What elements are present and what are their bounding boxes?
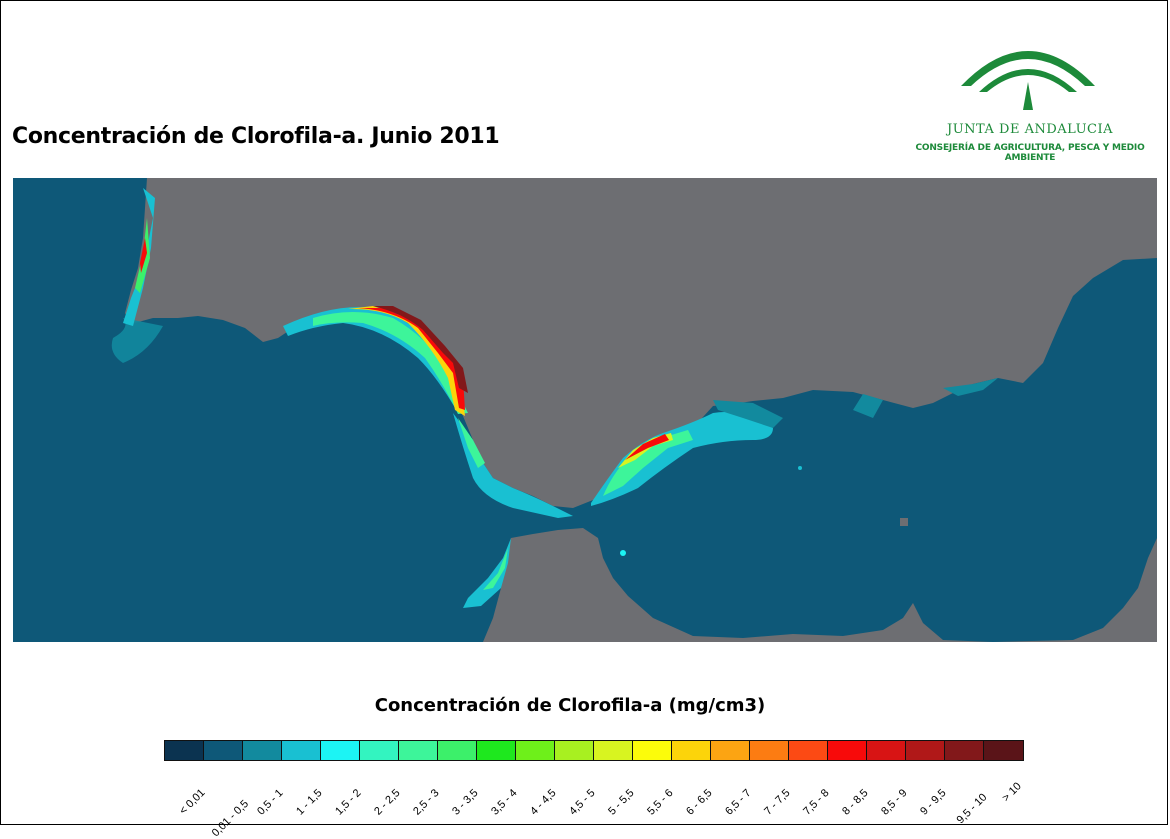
legend-tick-label: < 0,01 bbox=[176, 786, 208, 818]
legend-color-bar bbox=[164, 740, 1024, 761]
legend-swatch bbox=[945, 741, 984, 760]
legend-swatch bbox=[594, 741, 633, 760]
chlorophyll-map bbox=[13, 178, 1157, 642]
legend-swatch bbox=[360, 741, 399, 760]
chlorophyll-plumes bbox=[111, 188, 998, 608]
legend-swatch bbox=[321, 741, 360, 760]
legend-swatch bbox=[906, 741, 945, 760]
legend-tick-label: > 10 bbox=[999, 780, 1024, 805]
legend-swatch bbox=[789, 741, 828, 760]
legend-tick-label: 7,5 - 8 bbox=[800, 787, 832, 818]
legend-tick-label: 7 - 7,5 bbox=[761, 787, 793, 818]
legend-tick-label: 5 - 5,5 bbox=[605, 787, 637, 818]
legend-swatch bbox=[282, 741, 321, 760]
legend-tick-label: 1,5 - 2 bbox=[332, 787, 364, 818]
legend-tick-label: 2,5 - 3 bbox=[410, 787, 442, 818]
legend-tick-label: 3,5 - 4 bbox=[488, 787, 520, 818]
legend-tick-label: 2 - 2,5 bbox=[371, 787, 403, 818]
legend-swatch bbox=[984, 741, 1023, 760]
legend-tick-label: 4,5 - 5 bbox=[566, 787, 598, 818]
legend-swatch bbox=[204, 741, 243, 760]
legend-swatch bbox=[867, 741, 906, 760]
legend-swatch bbox=[399, 741, 438, 760]
legend-tick-label: 9 - 9,5 bbox=[917, 787, 949, 818]
legend-swatch bbox=[516, 741, 555, 760]
land-islet bbox=[900, 518, 908, 526]
junta-andalucia-logo: JUNTA DE ANDALUCIA CONSEJERÍA DE AGRICUL… bbox=[895, 30, 1165, 163]
legend-swatch bbox=[750, 741, 789, 760]
legend-swatch bbox=[672, 741, 711, 760]
legend-swatch bbox=[633, 741, 672, 760]
legend-swatch bbox=[165, 741, 204, 760]
legend-title: Concentración de Clorofila-a (mg/cm3) bbox=[374, 695, 766, 716]
legend-tick-label: 6 - 6,5 bbox=[683, 787, 715, 818]
logo-emblem-icon bbox=[961, 51, 1095, 110]
legend-tick-label: 4 - 4,5 bbox=[527, 787, 559, 818]
legend-swatch bbox=[438, 741, 477, 760]
legend-tick-label: 8 - 8,5 bbox=[839, 787, 871, 818]
legend-tick-label: 6,5 - 7 bbox=[722, 787, 754, 818]
legend-tick-label: 1 - 1,5 bbox=[293, 787, 325, 818]
legend-swatch bbox=[711, 741, 750, 760]
map-title: Concentración de Clorofila-a. Junio 2011 bbox=[12, 124, 500, 149]
legend-tick-label: 5,5 - 6 bbox=[644, 787, 676, 818]
legend-tick-label: 0,5 - 1 bbox=[254, 787, 286, 818]
land-iberia bbox=[125, 178, 1157, 508]
land-north-africa bbox=[483, 528, 1157, 642]
legend-tick-label: 8,5 - 9 bbox=[878, 787, 910, 818]
logo-name: JUNTA DE ANDALUCIA bbox=[947, 122, 1113, 137]
legend-tick-label: 3 - 3,5 bbox=[449, 787, 481, 818]
legend-swatch bbox=[477, 741, 516, 760]
legend-swatch bbox=[555, 741, 594, 760]
legend-swatch bbox=[243, 741, 282, 760]
legend-swatch bbox=[828, 741, 867, 760]
logo-department: CONSEJERÍA DE AGRICULTURA, PESCA Y MEDIO… bbox=[915, 143, 1145, 163]
